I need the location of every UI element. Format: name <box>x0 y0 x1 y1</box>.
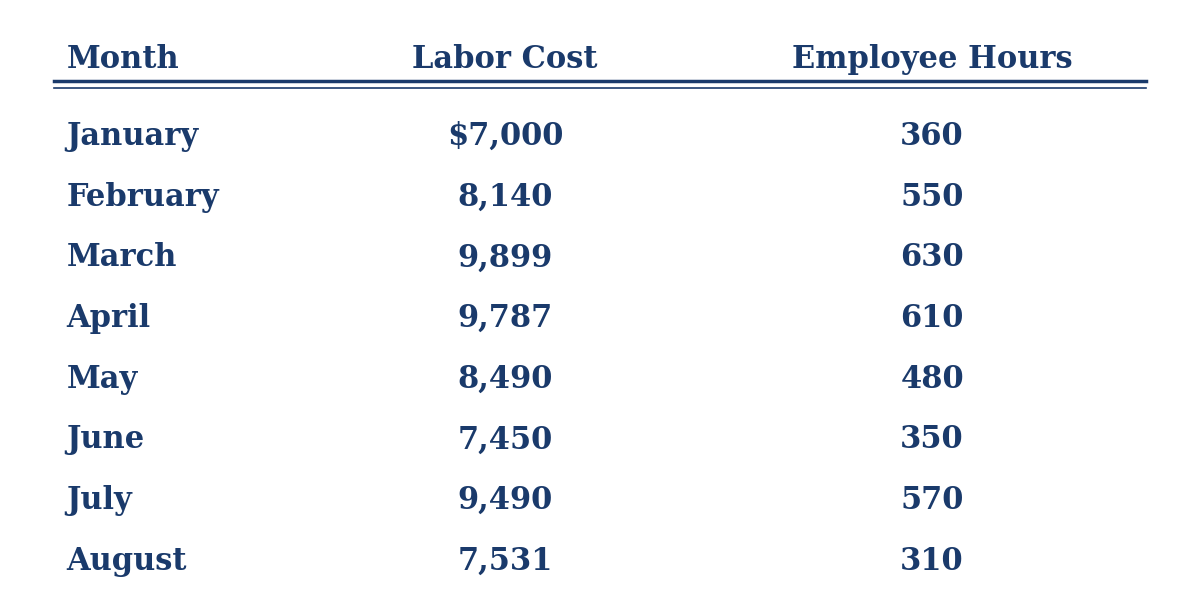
Text: February: February <box>66 182 218 213</box>
Text: 610: 610 <box>900 303 964 334</box>
Text: 8,490: 8,490 <box>457 364 553 395</box>
Text: 9,899: 9,899 <box>457 242 553 273</box>
Text: May: May <box>66 364 138 395</box>
Text: 630: 630 <box>900 242 964 273</box>
Text: 9,490: 9,490 <box>457 485 553 516</box>
Text: Labor Cost: Labor Cost <box>413 45 598 75</box>
Text: 360: 360 <box>900 121 964 152</box>
Text: April: April <box>66 303 150 334</box>
Text: 310: 310 <box>900 546 964 577</box>
Text: Employee Hours: Employee Hours <box>792 45 1073 75</box>
Text: Month: Month <box>66 45 179 75</box>
Text: June: June <box>66 425 144 455</box>
Text: 480: 480 <box>900 364 964 395</box>
Text: 570: 570 <box>900 485 964 516</box>
Text: August: August <box>66 546 187 577</box>
Text: July: July <box>66 485 132 516</box>
Text: 7,531: 7,531 <box>457 546 553 577</box>
Text: January: January <box>66 121 198 152</box>
Text: 9,787: 9,787 <box>457 303 553 334</box>
Text: March: March <box>66 242 176 273</box>
Text: $7,000: $7,000 <box>446 121 563 152</box>
Text: 7,450: 7,450 <box>457 425 553 455</box>
Text: 8,140: 8,140 <box>457 182 553 213</box>
Text: 350: 350 <box>900 425 964 455</box>
Text: 550: 550 <box>900 182 964 213</box>
